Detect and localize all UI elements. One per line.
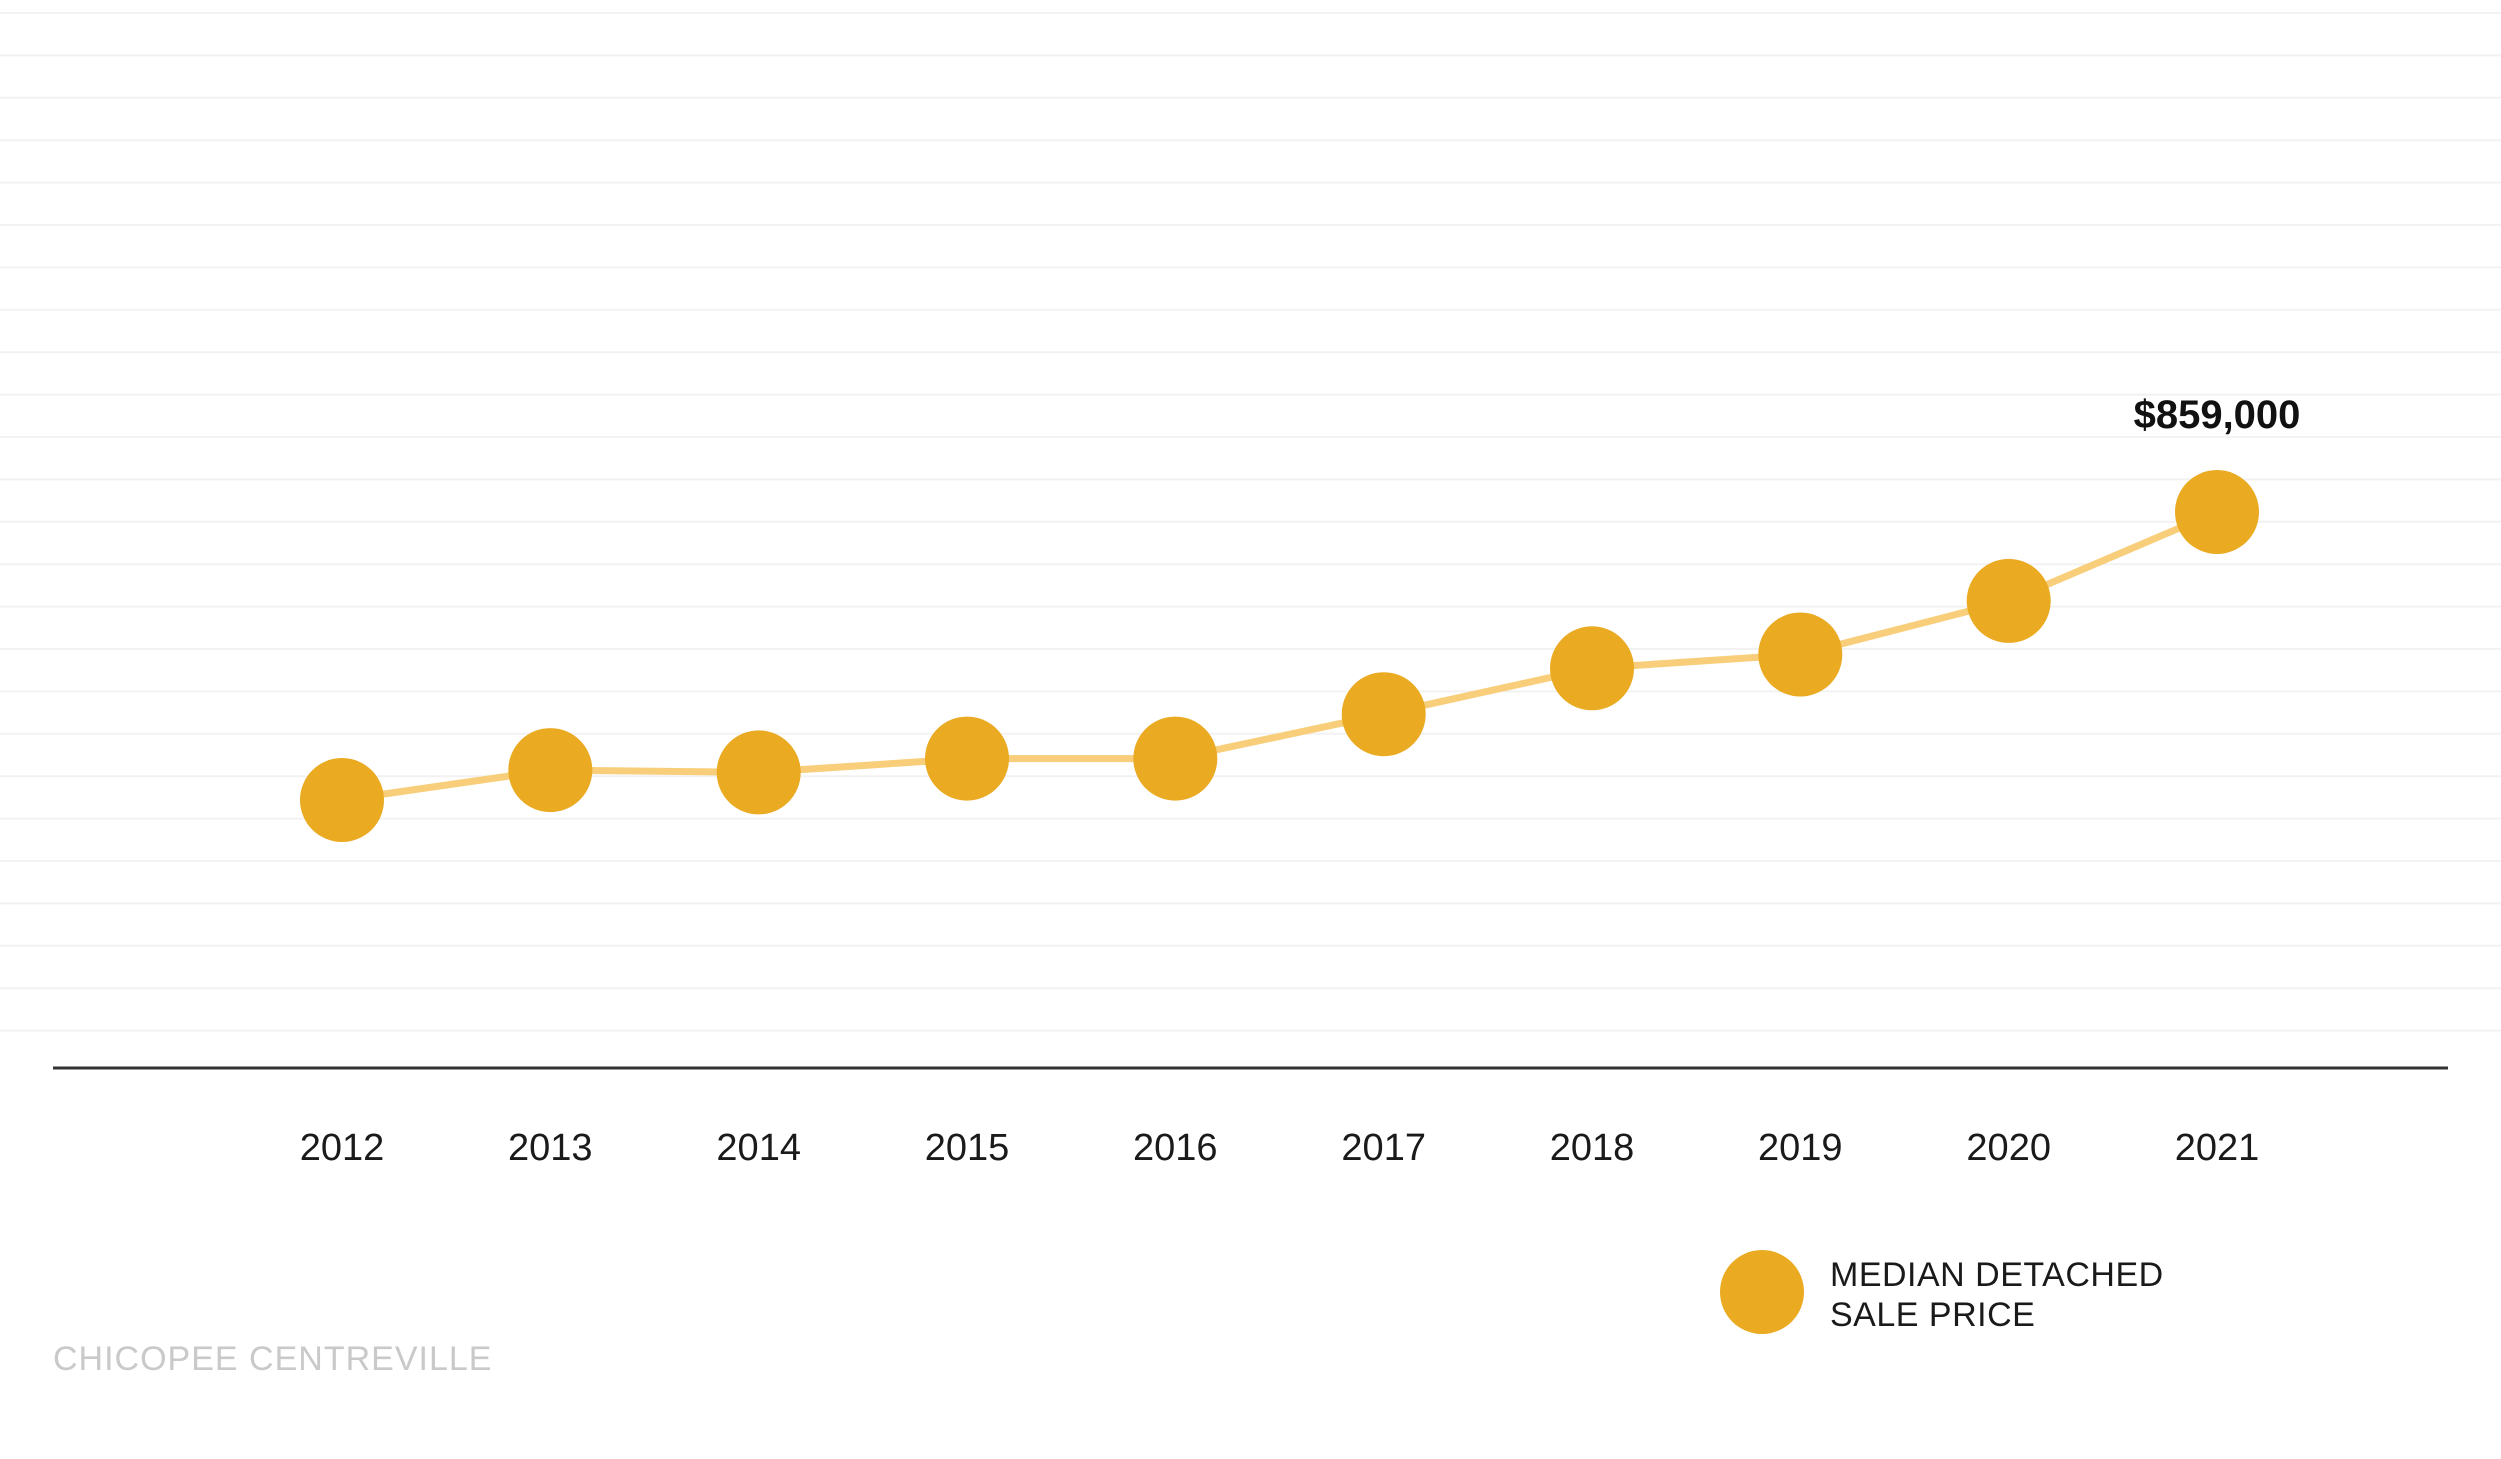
x-tick-label-2018: 2018 bbox=[1550, 1127, 1635, 1169]
source-caption: CHICOPEE CENTREVILLE bbox=[53, 1340, 492, 1378]
data-point-2017 bbox=[1341, 672, 1426, 757]
data-point-2019 bbox=[1758, 612, 1843, 697]
data-point-2013 bbox=[508, 728, 593, 813]
data-point-2012 bbox=[300, 758, 384, 842]
x-tick-label-2016: 2016 bbox=[1133, 1127, 1218, 1169]
x-tick-label-2014: 2014 bbox=[716, 1127, 801, 1169]
legend: MEDIAN DETACHED SALE PRICE bbox=[1720, 1250, 2164, 1334]
data-point-2015 bbox=[925, 716, 1009, 801]
legend-label-line-1: MEDIAN DETACHED bbox=[1830, 1256, 2164, 1294]
x-tick-label-2012: 2012 bbox=[300, 1127, 385, 1169]
legend-marker bbox=[1720, 1250, 1804, 1334]
data-labels: $859,000 bbox=[2134, 393, 2301, 437]
data-point-2014 bbox=[716, 730, 801, 815]
x-tick-label-2013: 2013 bbox=[508, 1127, 593, 1169]
gridlines bbox=[0, 12, 2501, 1032]
x-tick-label-2017: 2017 bbox=[1341, 1127, 1426, 1169]
data-point-2021 bbox=[2175, 470, 2259, 554]
x-tick-label-2015: 2015 bbox=[925, 1127, 1010, 1169]
data-point-2018 bbox=[1550, 626, 1634, 711]
x-tick-labels: 2012 2013 2014 2015 2016 2017 2018 2019 2020 2021 bbox=[300, 1127, 2260, 1169]
series-line-median-detached-sale-price bbox=[341, 508, 2219, 804]
data-label-2021: $859,000 bbox=[2134, 393, 2301, 437]
legend-label-line-2: SALE PRICE bbox=[1830, 1296, 2035, 1334]
x-tick-label-2019: 2019 bbox=[1758, 1127, 1843, 1169]
x-tick-label-2020: 2020 bbox=[1966, 1127, 2051, 1169]
data-points bbox=[300, 470, 2259, 842]
data-point-2016 bbox=[1133, 716, 1218, 801]
x-tick-label-2021: 2021 bbox=[2175, 1127, 2260, 1169]
data-point-2020 bbox=[1966, 558, 2051, 643]
